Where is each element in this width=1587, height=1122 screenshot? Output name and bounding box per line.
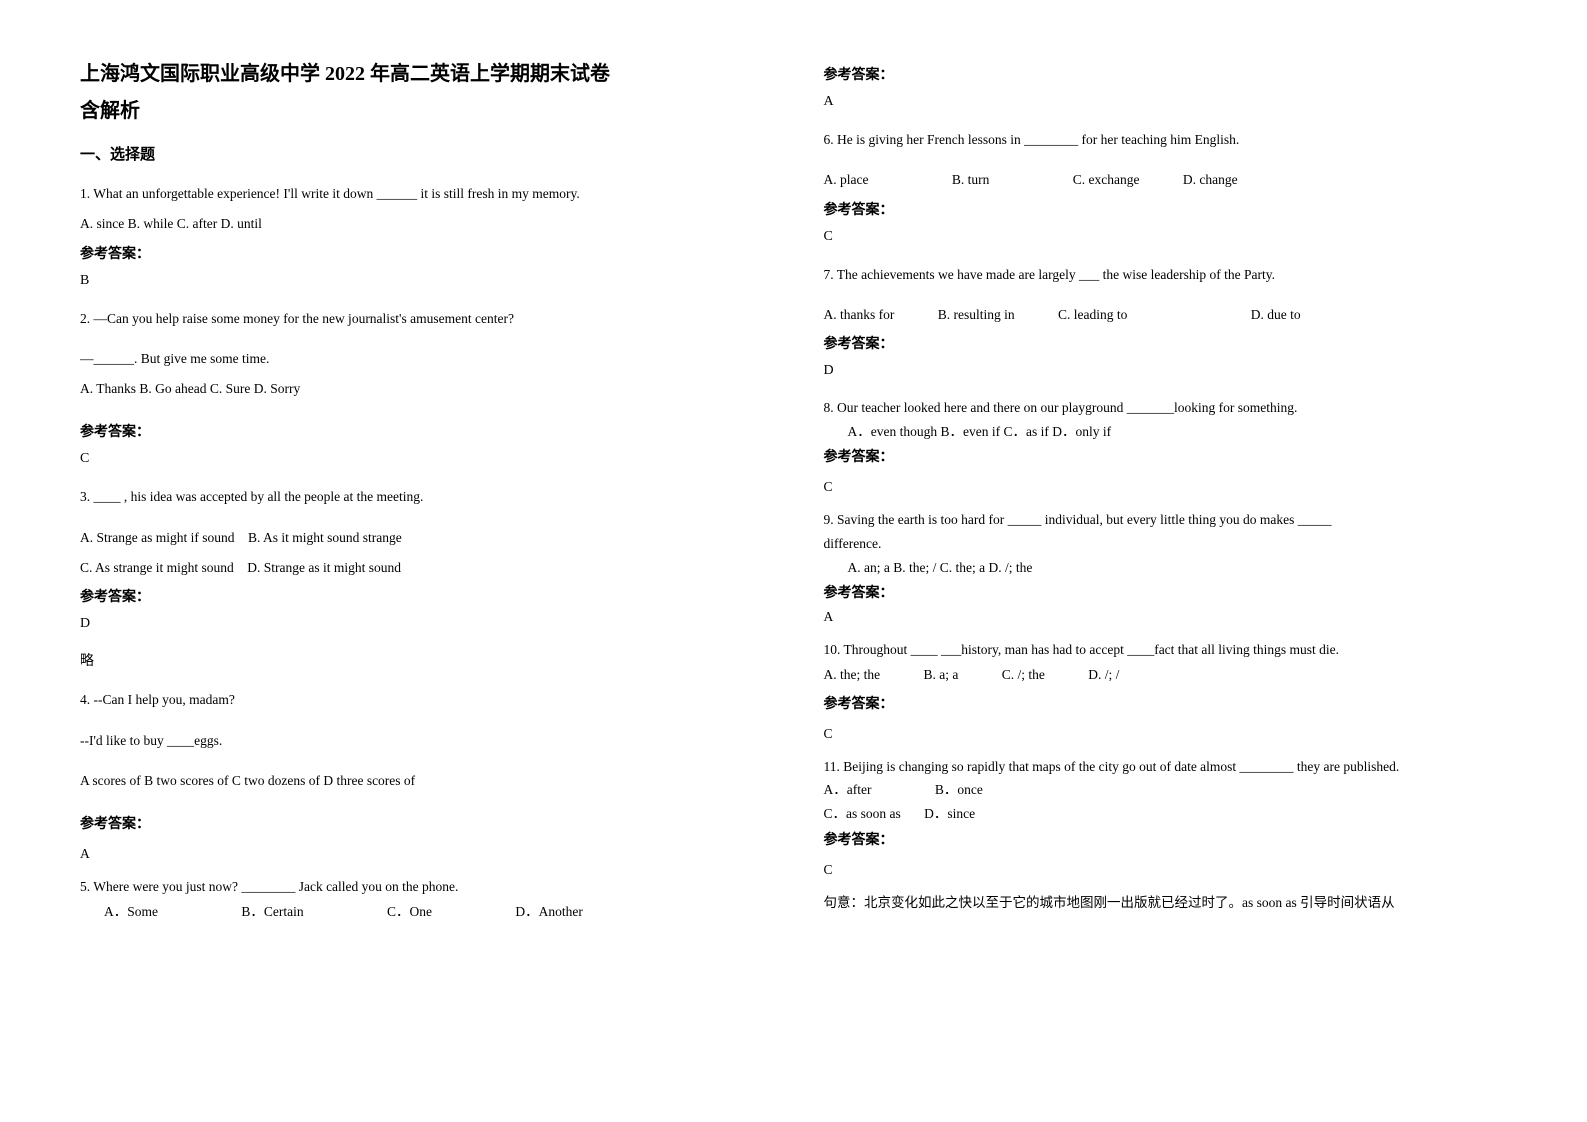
q5-text: 5. Where were you just now? ________ Jac… <box>80 876 764 898</box>
q6-opt-d: D. change <box>1183 172 1238 187</box>
q7-answer-label: 参考答案： <box>824 333 1508 353</box>
q3-opt-b: B. As it might sound strange <box>248 530 402 545</box>
q6-opt-b: B. turn <box>952 168 990 192</box>
q11-answer-label: 参考答案： <box>824 829 1508 849</box>
q11-opt-d: D．since <box>924 806 975 821</box>
q2-line2: —______. But give me some time. <box>80 347 764 371</box>
q11-answer: C <box>824 859 1508 882</box>
q10-opt-b: B. a; a <box>924 663 959 687</box>
right-column: 参考答案： A 6. He is giving her French lesso… <box>824 60 1508 930</box>
q2-answer-label: 参考答案： <box>80 421 764 441</box>
q1-options: A. since B. while C. after D. until <box>80 212 764 236</box>
q3-answer: D <box>80 616 764 632</box>
q5-opt-c: C．One <box>387 900 432 924</box>
q11-opt-b: B．once <box>935 782 983 797</box>
q9-line1: 9. Saving the earth is too hard for ____… <box>824 509 1508 531</box>
q10-answer-label: 参考答案： <box>824 693 1508 713</box>
q4-answer: A <box>80 843 764 866</box>
q9-answer: A <box>824 606 1508 629</box>
q10-opt-d: D. /; / <box>1088 667 1119 682</box>
q7-options: A. thanks for B. resulting in C. leading… <box>824 303 1508 327</box>
q10-opt-c: C. /; the <box>1002 663 1045 687</box>
q10-options: A. the; the B. a; a C. /; the D. /; / <box>824 663 1508 687</box>
q6-opt-c: C. exchange <box>1073 168 1140 192</box>
q9-answer-label: 参考答案： <box>824 582 1508 602</box>
q3-omitted: 略 <box>80 650 764 670</box>
q6-answer-label: 参考答案： <box>824 199 1508 219</box>
q4-line2: --I'd like to buy ____eggs. <box>80 729 764 753</box>
q3-options-line2: C. As strange it might sound D. Strange … <box>80 556 764 580</box>
q4-line1: 4. --Can I help you, madam? <box>80 688 764 712</box>
q11-opt-c: C．as soon as <box>824 803 901 825</box>
q6-opt-a: A. place <box>824 168 869 192</box>
q10-opt-a: A. the; the <box>824 663 881 687</box>
q7-text: 7. The achievements we have made are lar… <box>824 263 1508 287</box>
q1-answer-label: 参考答案： <box>80 243 764 263</box>
q10-answer: C <box>824 723 1508 746</box>
q5-opt-a: A．Some <box>104 900 158 924</box>
q8-text: 8. Our teacher looked here and there on … <box>824 397 1508 419</box>
q7-opt-c: C. leading to <box>1058 303 1127 327</box>
q7-answer: D <box>824 363 1508 379</box>
q11-options-line2: C．as soon as D．since <box>824 803 1508 825</box>
q6-options: A. place B. turn C. exchange D. change <box>824 168 1508 192</box>
q2-answer: C <box>80 451 764 467</box>
q6-answer: C <box>824 229 1508 245</box>
q5-opt-d: D．Another <box>515 904 583 919</box>
q7-opt-d: D. due to <box>1251 307 1301 322</box>
q1-answer: B <box>80 273 764 289</box>
q5-options: A．Some B．Certain C．One D．Another <box>80 900 764 924</box>
q3-opt-d: D. Strange as it might sound <box>247 560 401 575</box>
section-header-1: 一、选择题 <box>80 143 764 164</box>
q4-options: A scores of B two scores of C two dozens… <box>80 769 764 793</box>
q11-explanation: 句意：北京变化如此之快以至于它的城市地图刚一出版就已经过时了。as soon a… <box>824 892 1508 915</box>
q3-answer-label: 参考答案： <box>80 586 764 606</box>
q2-line1: 2. —Can you help raise some money for th… <box>80 307 764 331</box>
left-column: 上海鸿文国际职业高级中学 2022 年高二英语上学期期末试卷 含解析 一、选择题… <box>80 60 764 930</box>
q9-line2: difference. <box>824 533 1508 555</box>
q7-opt-a: A. thanks for <box>824 303 895 327</box>
q5-answer-label: 参考答案： <box>824 64 1508 84</box>
q7-opt-b: B. resulting in <box>938 303 1015 327</box>
q11-text: 11. Beijing is changing so rapidly that … <box>824 756 1508 778</box>
page-container: 上海鸿文国际职业高级中学 2022 年高二英语上学期期末试卷 含解析 一、选择题… <box>80 60 1507 930</box>
q8-answer-label: 参考答案： <box>824 446 1508 466</box>
q10-text: 10. Throughout ____ ___history, man has … <box>824 639 1508 661</box>
q3-options-line1: A. Strange as might if sound B. As it mi… <box>80 526 764 550</box>
q8-answer: C <box>824 476 1508 499</box>
q4-answer-label: 参考答案： <box>80 813 764 833</box>
q2-options: A. Thanks B. Go ahead C. Sure D. Sorry <box>80 377 764 401</box>
q5-answer: A <box>824 94 1508 110</box>
q9-options: A. an; a B. the; / C. the; a D. /; the <box>824 557 1508 579</box>
q3-opt-a: A. Strange as might if sound <box>80 530 235 545</box>
q3-text: 3. ____ , his idea was accepted by all t… <box>80 485 764 509</box>
q3-opt-c: C. As strange it might sound <box>80 560 234 575</box>
q11-options-line1: A．after B．once <box>824 779 1508 801</box>
q8-options: A．even though B．even if C．as if D．only i… <box>824 421 1508 443</box>
q11-opt-a: A．after <box>824 779 872 801</box>
q1-text: 1. What an unforgettable experience! I'l… <box>80 182 764 206</box>
exam-title-line2: 含解析 <box>80 94 764 123</box>
q5-opt-b: B．Certain <box>241 900 303 924</box>
q6-text: 6. He is giving her French lessons in __… <box>824 128 1508 152</box>
exam-title-line1: 上海鸿文国际职业高级中学 2022 年高二英语上学期期末试卷 <box>80 60 764 88</box>
